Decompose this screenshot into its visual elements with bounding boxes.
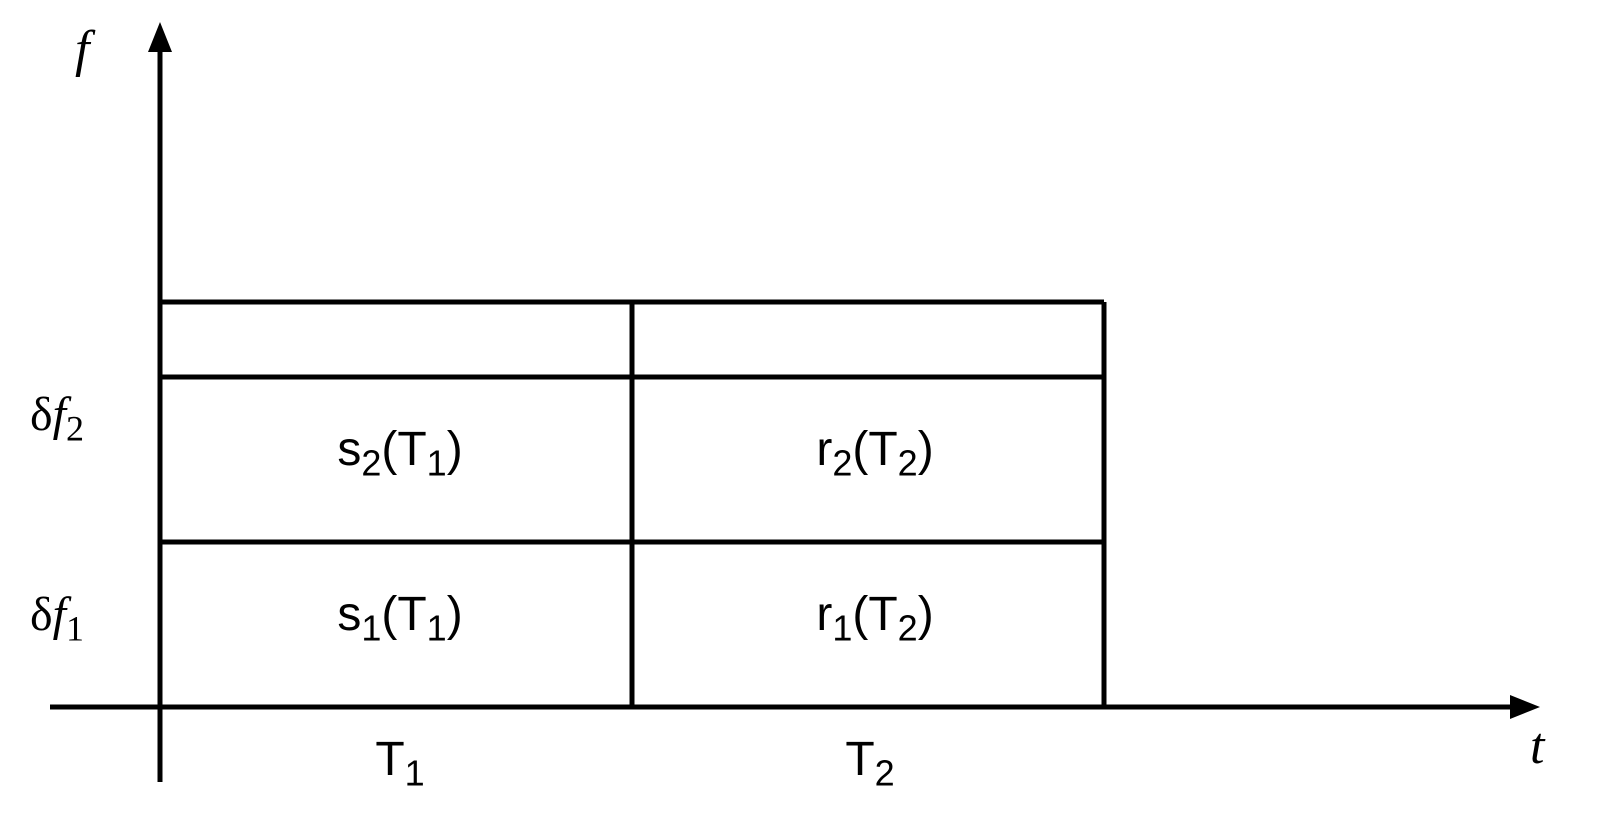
row1-var: f [53,588,66,641]
row2-delta: δ [30,388,53,441]
row1-delta: δ [30,588,53,641]
time-frequency-diagram: f t δf1 δf2 T1 T2 s1(T1) r1(T2) s2(T1) r… [20,12,1580,812]
cell-label-r2-c2: r2(T2) [755,422,995,485]
row1-sub: 1 [66,609,84,649]
c11-argsub: 1 [427,608,447,649]
c21-fnsub: 2 [361,443,381,484]
c12-fnsub: 1 [832,608,852,649]
y-axis-arrow [148,22,172,52]
y-axis-label-text: f [75,21,89,78]
c11-fnsub: 1 [361,608,381,649]
row2-var: f [53,388,66,441]
c22-argsub: 2 [898,443,918,484]
col2-main: T [845,733,874,786]
col2-sub: 2 [875,753,895,794]
cell-label-r2-c1: s2(T1) [280,422,520,485]
col1-sub: 1 [405,753,425,794]
diagram-svg [20,12,1580,812]
c22-fn: r [816,423,832,476]
x-axis-label-text: t [1530,718,1544,775]
cell-label-r1-c1: s1(T1) [280,587,520,650]
c21-argsub: 1 [427,443,447,484]
c11-fn: s [337,588,361,641]
row2-sub: 2 [66,409,84,449]
c12-arg: T [868,588,897,641]
col-label-1: T1 [320,732,480,795]
cell-label-r1-c2: r1(T2) [755,587,995,650]
c22-fnsub: 2 [832,443,852,484]
x-axis-label: t [1530,717,1544,776]
c12-fn: r [816,588,832,641]
x-axis-arrow [1510,695,1540,719]
row-label-2: δf2 [30,387,84,450]
c11-arg: T [397,588,426,641]
y-axis-label: f [75,20,89,79]
c21-arg: T [397,423,426,476]
col-label-2: T2 [790,732,950,795]
col1-main: T [375,733,404,786]
row-label-1: δf1 [30,587,84,650]
c21-fn: s [337,423,361,476]
c12-argsub: 2 [898,608,918,649]
c22-arg: T [868,423,897,476]
